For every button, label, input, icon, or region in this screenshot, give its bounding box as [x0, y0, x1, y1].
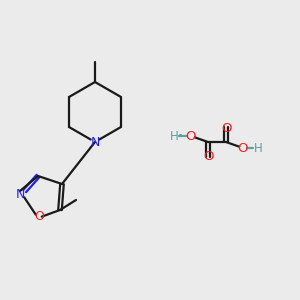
Text: H: H	[169, 130, 178, 142]
Text: N: N	[15, 188, 25, 200]
Text: O: O	[238, 142, 248, 154]
Text: O: O	[186, 130, 196, 142]
Text: O: O	[34, 211, 44, 224]
Text: H: H	[254, 142, 262, 154]
Text: N: N	[90, 136, 100, 148]
Text: O: O	[221, 122, 231, 134]
Text: O: O	[203, 149, 213, 163]
